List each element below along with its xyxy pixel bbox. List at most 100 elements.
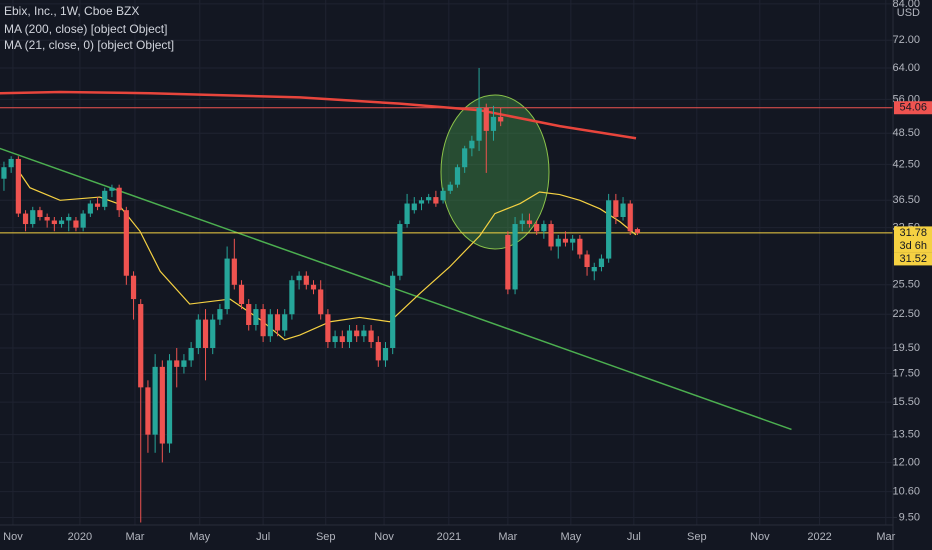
candle-body bbox=[210, 319, 216, 348]
candle-body bbox=[418, 200, 425, 204]
candle-body bbox=[217, 309, 223, 320]
x-tick-label: Sep bbox=[316, 531, 336, 543]
candle-body bbox=[548, 224, 554, 247]
candle-body bbox=[51, 220, 57, 225]
y-tick-label: 12.00 bbox=[892, 456, 920, 468]
candle-body bbox=[253, 309, 259, 325]
candle-body bbox=[138, 304, 144, 388]
price-label-box bbox=[894, 101, 932, 115]
price-label-countdown: 3d 6h bbox=[899, 240, 927, 252]
x-tick-label: Nov bbox=[374, 531, 394, 543]
candle-body bbox=[570, 238, 576, 243]
y-tick-label: 25.50 bbox=[892, 279, 920, 291]
candle-body bbox=[462, 148, 468, 168]
candle-body bbox=[1, 167, 7, 179]
y-tick-label: 13.50 bbox=[892, 429, 920, 441]
candle-body bbox=[447, 184, 453, 191]
candle-body bbox=[87, 203, 93, 214]
candle-body bbox=[145, 387, 151, 435]
candle-body bbox=[310, 284, 317, 290]
candle-body bbox=[289, 280, 295, 315]
x-tick-label: May bbox=[189, 531, 210, 543]
y-tick-label: 15.50 bbox=[892, 396, 920, 408]
candle-body bbox=[368, 330, 374, 343]
plot bbox=[0, 67, 893, 523]
x-tick-label: May bbox=[560, 531, 581, 543]
candle-body bbox=[598, 258, 605, 267]
candle-body bbox=[346, 330, 353, 343]
candle-body bbox=[94, 203, 101, 207]
x-tick-label: 2021 bbox=[437, 531, 461, 543]
candle-body bbox=[166, 360, 173, 444]
highlight-ellipse bbox=[440, 94, 550, 250]
candle-body bbox=[22, 213, 29, 225]
y-tick-label: 9.50 bbox=[899, 511, 920, 523]
y-tick-label: 64.00 bbox=[892, 62, 920, 74]
candle-body bbox=[260, 309, 266, 337]
candle-body bbox=[534, 224, 540, 232]
candle-body bbox=[555, 238, 561, 247]
candle-body bbox=[591, 266, 597, 272]
candle-body bbox=[274, 314, 281, 331]
candle-body bbox=[246, 304, 252, 325]
candle-body bbox=[634, 229, 641, 233]
candle-body bbox=[181, 360, 187, 367]
candle-body bbox=[483, 108, 489, 131]
candle-body bbox=[66, 217, 72, 221]
candle-body bbox=[606, 200, 612, 259]
candle-body bbox=[354, 330, 360, 337]
price-label: 54.06 bbox=[899, 102, 927, 114]
candle-body bbox=[426, 197, 432, 201]
candle-body bbox=[224, 258, 230, 310]
y-tick-label: 48.50 bbox=[892, 127, 920, 139]
chart-title: Ebix, Inc., 1W, Cboe BZX bbox=[4, 4, 139, 18]
legend-entry: MA (200, close) [object Object] bbox=[4, 22, 167, 36]
x-tick-label: Sep bbox=[687, 531, 707, 543]
grid bbox=[0, 0, 893, 525]
y-tick-label: 10.60 bbox=[892, 486, 920, 498]
x-tick-label: Mar bbox=[125, 531, 144, 543]
candle-body bbox=[130, 275, 137, 300]
candle-body bbox=[44, 217, 50, 221]
candle-body bbox=[440, 190, 446, 201]
candle-body bbox=[505, 234, 511, 290]
y-tick-label: 84.00 bbox=[892, 0, 920, 10]
moving-average bbox=[0, 90, 637, 140]
y-tick-label: 17.50 bbox=[892, 367, 920, 379]
candle-body bbox=[620, 203, 626, 218]
candle-body bbox=[282, 314, 288, 331]
candle-body bbox=[102, 190, 108, 207]
candle-body bbox=[15, 158, 21, 214]
legend-entry: MA (21, close, 0) [object Object] bbox=[4, 38, 174, 52]
candle-body bbox=[188, 347, 194, 361]
y-tick-label: 72.00 bbox=[892, 34, 920, 46]
candle-body bbox=[152, 366, 158, 435]
candle-body bbox=[332, 336, 338, 343]
candle-body bbox=[303, 275, 309, 285]
x-tick-label: Nov bbox=[3, 531, 23, 543]
x-tick-label: Mar bbox=[498, 531, 517, 543]
candle-body bbox=[174, 360, 180, 367]
axes: 9.50 10.60 12.00 13.50 15.50 17.50 19.50 22.50 2… bbox=[3, 0, 932, 543]
y-tick-label: 19.50 bbox=[892, 342, 920, 354]
candle-body bbox=[490, 116, 497, 131]
candle-body bbox=[339, 336, 345, 343]
candle-body bbox=[541, 224, 547, 232]
candle-body bbox=[361, 330, 367, 337]
price-label: 31.52 bbox=[899, 253, 927, 265]
candle-body bbox=[562, 238, 569, 243]
x-tick-label: Jul bbox=[256, 531, 270, 543]
candle-body bbox=[231, 258, 237, 285]
candle-body bbox=[8, 158, 14, 168]
candle-body bbox=[390, 275, 396, 348]
candle-body bbox=[498, 116, 504, 122]
x-tick-label: 2022 bbox=[807, 531, 831, 543]
y-tick-label: 36.50 bbox=[892, 194, 920, 206]
price-label: 31.78 bbox=[899, 227, 927, 239]
candle-body bbox=[267, 314, 273, 337]
candle-body bbox=[411, 203, 417, 211]
candle-body bbox=[73, 220, 79, 228]
